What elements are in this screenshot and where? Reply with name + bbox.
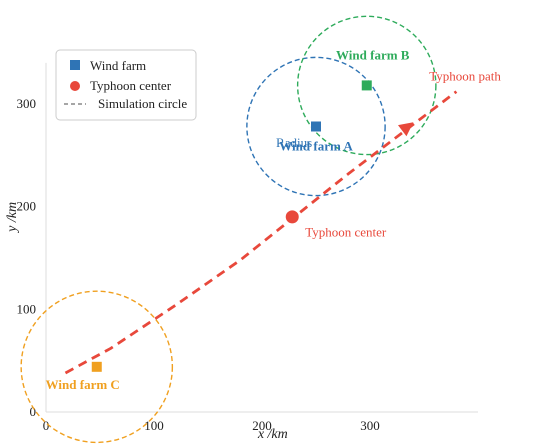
legend-typhoon-center-label: Typhoon center [90,78,172,93]
simulation-circles [20,15,437,444]
typhoon-path-group [64,90,458,375]
wind-farm-label: Wind farm A [279,138,353,153]
legend: Wind farm Typhoon center Simulation circ… [55,49,197,121]
legend-box [55,49,197,121]
legend-wind-farm-label: Wind farm [90,58,146,73]
x-tick-label: 100 [144,418,164,433]
y-tick-label: 100 [17,301,37,316]
markers [91,80,372,372]
x-tick-label: 300 [360,418,380,433]
wind-farm-marker [91,361,102,372]
typhoon-path-line [64,90,458,375]
typhoon-center-marker [285,210,299,224]
radius-annotation: Radius [276,135,312,150]
simulation-circle [20,290,174,444]
legend-simulation-circle-label: Simulation circle [98,96,187,111]
x-tick-label: 0 [43,418,50,433]
y-axis-label: y /km [5,202,20,234]
axes [45,62,478,413]
legend-typhoon-center-marker [70,81,80,91]
wind-farm-marker [361,80,372,91]
tick-labels: 0 100 200 300 0 100 200 300 [17,96,380,433]
wind-farm-marker [311,121,321,132]
x-axis-label: x /km [257,427,288,442]
y-tick-label: 200 [17,199,37,214]
simulation-circle [246,56,386,197]
typhoon-path-arrow [397,122,414,137]
typhoon-path-annotation: Typhoon path [429,68,501,83]
legend-wind-farm-marker [70,60,80,70]
wind-farm-label: Wind farm B [336,47,410,62]
annotation-labels: Radius Typhoon center Typhoon path Wind … [46,47,502,391]
typhoon-center-annotation: Typhoon center [305,224,387,239]
x-tick-label: 200 [252,418,272,433]
wind-farm-label: Wind farm C [46,377,120,392]
y-tick-label: 0 [30,404,37,419]
y-tick-label: 300 [17,96,37,111]
simulation-circle [296,15,437,156]
